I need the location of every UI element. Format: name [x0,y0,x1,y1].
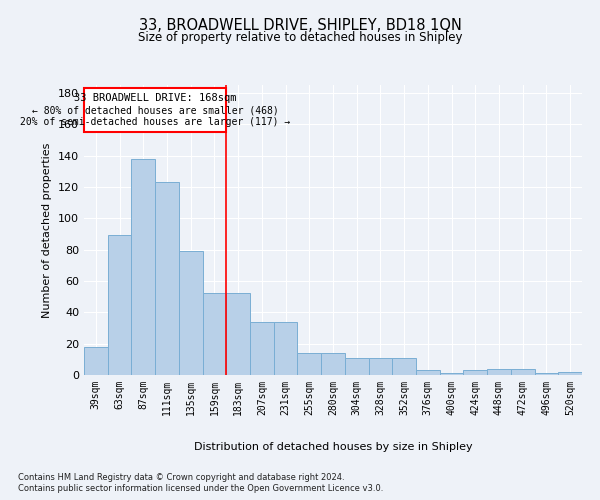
Text: Contains public sector information licensed under the Open Government Licence v3: Contains public sector information licen… [18,484,383,493]
Bar [179,251,203,375]
Bar [487,368,511,375]
Text: Contains HM Land Registry data © Crown copyright and database right 2024.: Contains HM Land Registry data © Crown c… [18,472,344,482]
Bar [131,158,155,375]
Bar [108,236,131,375]
Bar [511,368,535,375]
FancyBboxPatch shape [84,88,226,132]
Text: 33 BROADWELL DRIVE: 168sqm: 33 BROADWELL DRIVE: 168sqm [74,93,236,103]
Bar [298,353,321,375]
Y-axis label: Number of detached properties: Number of detached properties [43,142,52,318]
Bar [368,358,392,375]
Bar [463,370,487,375]
Bar [250,322,274,375]
Bar [274,322,298,375]
Bar [345,358,368,375]
Bar [440,374,463,375]
Text: Size of property relative to detached houses in Shipley: Size of property relative to detached ho… [138,31,462,44]
Text: Distribution of detached houses by size in Shipley: Distribution of detached houses by size … [194,442,472,452]
Bar [416,370,440,375]
Bar [226,294,250,375]
Text: 20% of semi-detached houses are larger (117) →: 20% of semi-detached houses are larger (… [20,118,290,128]
Text: 33, BROADWELL DRIVE, SHIPLEY, BD18 1QN: 33, BROADWELL DRIVE, SHIPLEY, BD18 1QN [139,18,461,32]
Bar [321,353,345,375]
Bar [558,372,582,375]
Bar [535,374,558,375]
Text: ← 80% of detached houses are smaller (468): ← 80% of detached houses are smaller (46… [32,105,278,115]
Bar [155,182,179,375]
Bar [203,294,226,375]
Bar [392,358,416,375]
Bar [84,347,108,375]
